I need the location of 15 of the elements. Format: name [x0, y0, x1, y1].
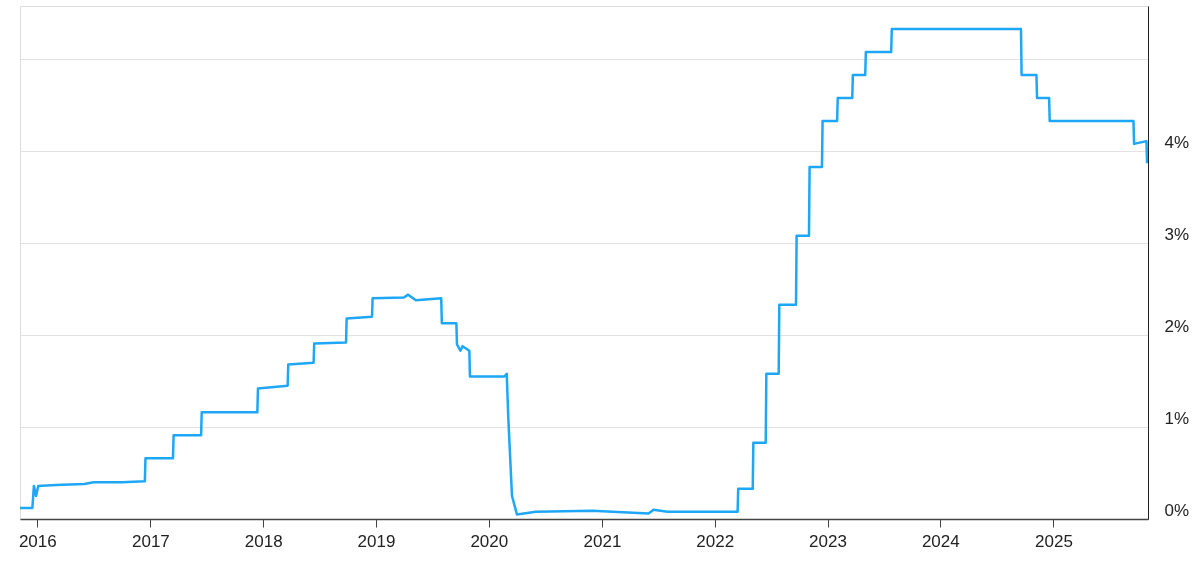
x-tick-label: 2019 [357, 531, 396, 551]
x-tick-label: 2023 [809, 531, 847, 551]
x-tick-label: 2025 [1035, 531, 1073, 551]
x-tick-label: 2020 [470, 531, 509, 551]
y-tick-label: 4% [1164, 132, 1190, 152]
y-tick-label: 0% [1164, 500, 1190, 520]
y-tick-label: 1% [1164, 408, 1190, 428]
x-tick-label: 2016 [18, 531, 57, 551]
x-tick-label: 2022 [696, 531, 735, 551]
y-tick-label: 2% [1164, 316, 1190, 336]
x-tick-label: 2018 [244, 531, 283, 551]
y-tick-label: 3% [1164, 224, 1190, 244]
x-tick-label: 2017 [132, 531, 170, 551]
x-tick-label: 2024 [921, 531, 960, 551]
x-tick-label: 2021 [583, 531, 622, 551]
